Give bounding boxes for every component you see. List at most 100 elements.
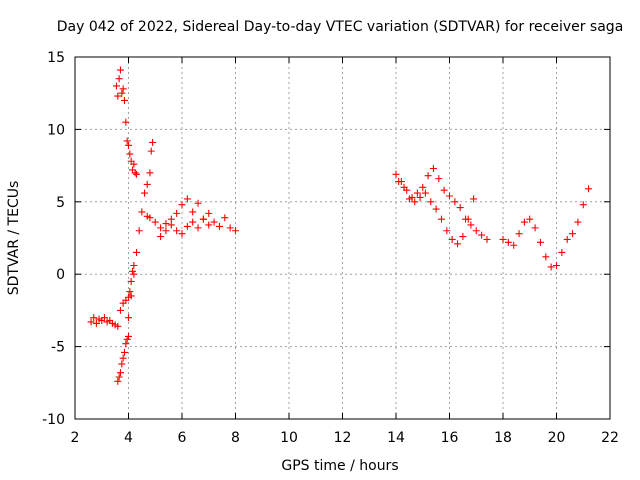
data-point	[421, 189, 429, 197]
data-point	[504, 238, 512, 246]
data-point	[126, 288, 134, 296]
x-tick-label: 12	[334, 430, 352, 446]
data-point	[122, 118, 130, 126]
data-point	[215, 222, 223, 230]
series-steep-rise	[125, 138, 157, 322]
data-point	[130, 160, 138, 168]
data-point	[189, 218, 197, 226]
data-point	[226, 224, 234, 232]
data-point	[125, 141, 132, 149]
y-tick-label: 5	[56, 195, 65, 211]
data-point	[178, 201, 186, 209]
data-point	[499, 235, 507, 243]
data-point	[413, 189, 421, 197]
data-point	[130, 262, 138, 270]
data-point	[146, 169, 154, 177]
data-point	[129, 267, 137, 275]
data-point	[547, 263, 555, 271]
data-point	[131, 169, 139, 177]
data-point	[123, 335, 131, 343]
data-point	[100, 314, 108, 322]
series-low-dip	[114, 332, 132, 385]
data-point	[437, 215, 445, 223]
data-point	[194, 199, 202, 207]
x-tick-label: 18	[494, 430, 512, 446]
series-afternoon-b	[395, 178, 478, 248]
data-point	[470, 195, 478, 203]
x-tick-label: 14	[387, 430, 405, 446]
data-point	[120, 348, 128, 356]
series-mid-rise	[116, 262, 138, 314]
data-point	[143, 180, 151, 188]
x-axis-label: GPS time / hours	[281, 458, 398, 474]
data-point	[135, 227, 143, 235]
data-point	[429, 164, 437, 172]
series-plateau-low	[157, 215, 213, 241]
chart-title: Day 042 of 2022, Sidereal Day-to-day VTE…	[57, 19, 624, 35]
data-point	[585, 185, 593, 193]
series-afternoon-a	[392, 164, 491, 243]
data-point	[141, 189, 149, 197]
data-point	[483, 235, 491, 243]
y-tick-label: -10	[42, 412, 65, 428]
data-point	[162, 220, 170, 228]
data-point	[146, 214, 154, 222]
y-tick-label: 0	[56, 267, 65, 283]
data-point	[542, 253, 550, 261]
data-point	[427, 198, 435, 206]
data-point	[162, 227, 170, 235]
data-point	[127, 277, 135, 285]
data-point	[118, 360, 126, 368]
y-axis: -10 -5 0 5 10 15	[42, 50, 610, 428]
data-point	[432, 205, 440, 213]
x-tick-label: 22	[601, 430, 619, 446]
data-point	[553, 262, 560, 270]
data-point	[232, 227, 239, 235]
data-point	[151, 218, 159, 226]
data-point	[183, 195, 191, 203]
data-point	[116, 369, 124, 377]
data-point	[189, 208, 197, 216]
data-point	[392, 170, 400, 178]
data-point	[138, 208, 146, 216]
data-point	[112, 82, 120, 90]
series-plateau	[143, 195, 239, 235]
data-point	[579, 201, 587, 209]
x-tick-label: 4	[124, 430, 133, 446]
data-point	[194, 224, 202, 232]
data-point	[478, 231, 486, 239]
data-point	[569, 230, 577, 238]
data-point	[472, 227, 480, 235]
data-point	[147, 147, 155, 155]
x-axis: 2 4 6 8 10 12 14 16 18 20 22	[71, 57, 619, 446]
data-point	[459, 233, 467, 241]
data-point	[405, 195, 413, 203]
data-point	[116, 66, 124, 74]
data-point	[411, 198, 419, 206]
data-point	[126, 150, 134, 158]
data-point	[114, 92, 122, 100]
data-point	[520, 218, 528, 226]
data-point	[205, 221, 213, 229]
data-point	[133, 170, 141, 178]
data-point	[115, 373, 123, 381]
data-point	[167, 221, 175, 229]
data-point	[440, 186, 448, 194]
data-point	[115, 75, 123, 83]
data-point	[467, 221, 475, 229]
y-axis-label: SDTVAR / TECUs	[6, 181, 22, 296]
data-point	[558, 248, 566, 256]
data-points	[87, 66, 593, 385]
data-point	[526, 215, 534, 223]
data-point	[199, 215, 207, 223]
data-point	[451, 198, 459, 206]
series-descent-spike	[112, 66, 141, 178]
data-point	[448, 235, 456, 243]
data-point	[157, 224, 165, 232]
data-point	[416, 193, 424, 201]
data-point	[435, 175, 443, 183]
data-point	[210, 218, 218, 226]
data-point	[395, 178, 403, 186]
data-point	[119, 85, 127, 93]
